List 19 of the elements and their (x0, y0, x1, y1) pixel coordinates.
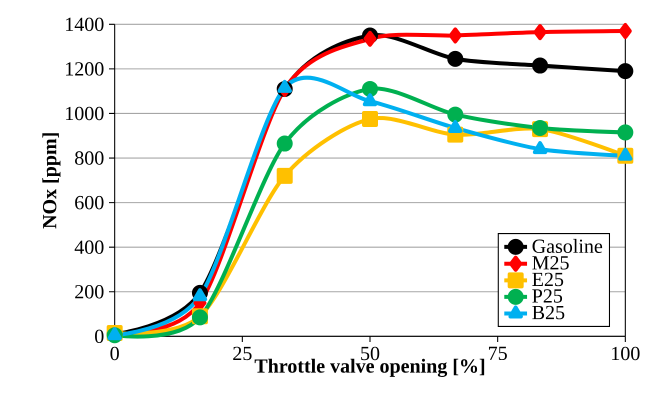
y-tick-label: 800 (75, 151, 104, 165)
legend-label: M25 (532, 256, 569, 270)
legend-label: Gasoline (532, 238, 602, 253)
y-tick-label: 1000 (66, 106, 104, 120)
y-tick-label: 200 (75, 285, 104, 298)
y-tick-label: 1200 (66, 62, 104, 76)
y-tick-label: 600 (75, 196, 104, 210)
x-tick-label: 25 (233, 346, 252, 360)
x-tick-label: 0 (110, 346, 119, 360)
x-tick-label: 50 (361, 346, 380, 360)
y-tick-label: 1400 (66, 18, 104, 32)
y-tick-label: 0 (95, 330, 104, 344)
x-tick-label: 75 (488, 346, 507, 360)
x-tick-label: 100 (612, 346, 640, 360)
y-axis-title: NOx [ppm] (42, 133, 60, 229)
legend-label: E25 (532, 272, 564, 286)
legend-label: B25 (532, 306, 564, 320)
legend-label: P25 (532, 289, 562, 303)
y-tick-label: 400 (74, 240, 104, 254)
